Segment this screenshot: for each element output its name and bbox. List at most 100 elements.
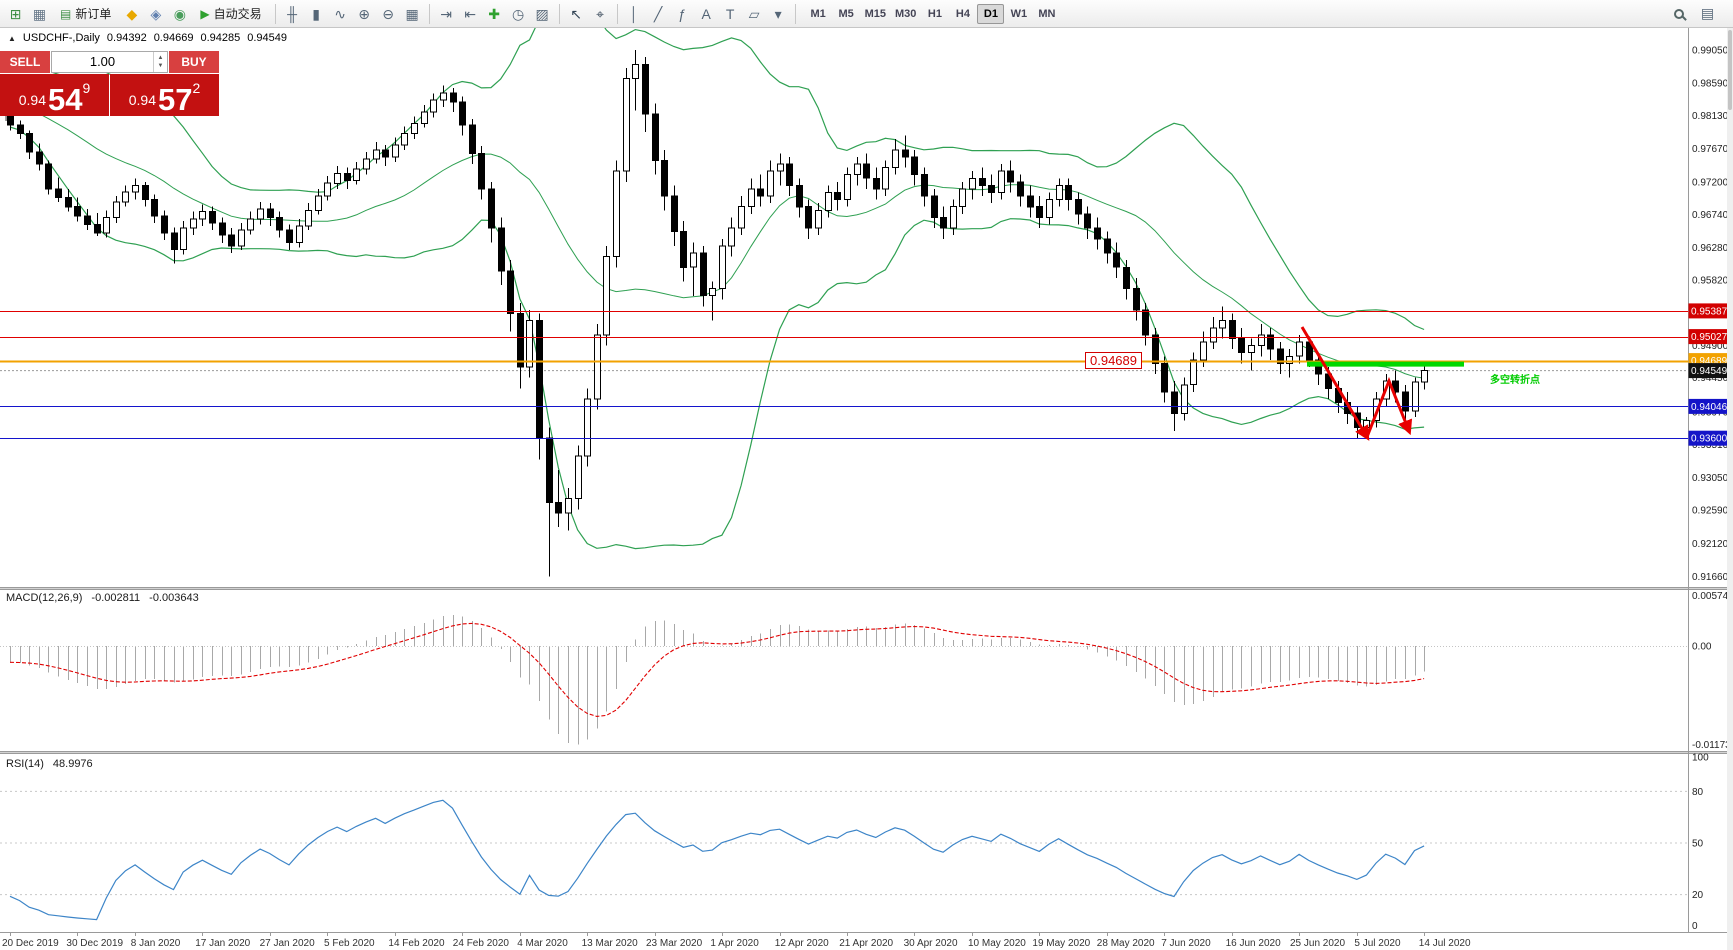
fibonacci-tool-icon[interactable]: ƒ [671,3,694,25]
zigzag-arrow-1[interactable] [1300,326,1370,441]
community-icon[interactable]: ◉ [168,3,191,25]
vertical-line-tool-icon[interactable]: │ [623,3,646,25]
price-badge-0.94046: 0.94046 [1688,398,1733,414]
zoom-out-icon[interactable]: ⊖ [377,3,400,25]
buy-button[interactable]: BUY [169,51,219,73]
buy-price-big: 57 [157,82,193,117]
metaeditor-icon[interactable]: ◆ [120,3,143,25]
buy-price[interactable]: 0.94 57 2 [110,74,219,116]
price-tick-label: 0.96740 [1692,210,1729,221]
rsi-name: RSI(14) [6,758,44,770]
price-badge-0.95387: 0.95387 [1688,303,1733,319]
line-chart-mode-icon[interactable]: ∿ [329,3,352,25]
price-tick-label: 0.97670 [1692,144,1729,155]
tile-windows-icon[interactable]: ▦ [401,3,424,25]
date-label: 27 Jan 2020 [260,938,315,949]
fibonacci-tool-icon: ƒ [678,5,686,22]
autotrading-label: 自动交易 [213,7,262,21]
price-tick-label: 0.94450 [1692,373,1729,384]
text-object-marker[interactable]: T [3,113,9,124]
timeframe-M1[interactable]: M1 [810,7,826,20]
time-axis[interactable]: 20 Dec 2019 30 Dec 2019 8 Jan 2020 17 Jan 2… [0,932,1733,950]
timeframe-W1[interactable]: W1 [1010,7,1028,20]
date-label: 25 Jun 2020 [1290,938,1345,949]
timeframe-M5[interactable]: M5 [838,7,854,20]
sell-price[interactable]: 0.94 54 9 [0,74,109,116]
timeframe-H4[interactable]: H4 [955,7,970,20]
timeframe-MN[interactable]: MN [1038,7,1056,20]
new-chart-icon[interactable]: ⊞ [4,3,27,25]
bar-chart-mode-icon[interactable]: ╫ [281,3,304,25]
crosshair-icon: ⌖ [596,5,605,22]
price-scale[interactable]: 0.99050 0.98590 0.98130 0.97670 0.97200 0.967… [1688,46,1733,583]
right-scrollbar-track[interactable] [1727,28,1733,950]
chart-symbol-header: ▲ USDCHF-,Daily 0.94392 0.94669 0.94285 … [8,32,287,44]
horizontal-line-objects[interactable] [0,311,1688,439]
hline-price-label[interactable]: 0.94689 [1085,352,1142,369]
crosshair-icon[interactable]: ⌖ [589,3,612,25]
auto-scroll-icon[interactable]: ⇥ [435,3,458,25]
annotation-text[interactable]: 多空转折点 [1490,373,1540,386]
rsi-scale-label: 20 [1692,890,1704,901]
buy-price-base: 0.94 [128,92,156,108]
data-window-icon[interactable]: ▤ [1700,5,1715,21]
timeframe-M15[interactable]: M15 [864,7,887,20]
add-indicator-icon[interactable]: ✚ [483,3,506,25]
date-label: 17 Jan 2020 [195,938,250,949]
shapes-tool-icon[interactable]: ▱ [743,3,766,25]
price-tick-label: 0.94900 [1692,341,1729,352]
rsi-scale-label: 100 [1692,753,1709,764]
market-icon: ◈ [150,5,162,22]
market-icon[interactable]: ◈ [144,3,167,25]
panel-splitter-2[interactable] [0,751,1733,754]
trendline-tool-icon[interactable]: ╱ [647,3,670,25]
new-order-label: 新订单 [75,7,112,21]
zigzag-arrow-2[interactable] [1365,376,1413,438]
chart-shift-icon[interactable]: ⇤ [459,3,482,25]
panel-splitter-1[interactable] [0,587,1733,590]
search-icon [1673,8,1684,19]
price-tick-label: 0.96280 [1692,243,1729,254]
label-tool-icon: T [725,5,735,22]
candlestick-mode-icon[interactable]: ▮ [305,3,328,25]
profiles-icon[interactable]: ▦ [28,3,51,25]
date-label: 10 May 2020 [968,938,1026,949]
autotrading-button[interactable]: ▶ 自动交易 [192,3,269,25]
date-label: 5 Jul 2020 [1354,938,1401,949]
svg-text:0.95387: 0.95387 [1691,306,1728,317]
toolbar-separator [794,3,796,24]
date-label: 12 Apr 2020 [775,938,829,949]
timeframe-M30[interactable]: M30 [895,7,917,20]
label-tool-icon[interactable]: T [719,3,742,25]
svg-text:0.95027: 0.95027 [1691,332,1728,343]
volume-input[interactable]: 1.00 ▲ ▼ [51,51,168,73]
sell-button[interactable]: SELL [0,51,50,73]
timeframe-D1[interactable]: D1 [977,3,1005,24]
date-label: 1 Apr 2020 [710,938,759,949]
date-label: 14 Jul 2020 [1419,938,1471,949]
volume-spinner[interactable]: ▲ ▼ [153,52,167,72]
date-label: 16 Jun 2020 [1226,938,1281,949]
cursor-icon[interactable]: ↖ [565,3,588,25]
search-icon[interactable] [1667,3,1690,25]
volume-value[interactable]: 1.00 [89,54,116,69]
time-periods-icon[interactable]: ◷ [507,3,530,25]
date-label: 5 Feb 2020 [324,938,375,949]
new-order-button[interactable]: ▤ 新订单 [52,3,119,25]
candlestick-series [7,50,1428,577]
timeframe-H1[interactable]: H1 [927,7,942,20]
rsi-scale-label: 0 [1692,921,1698,932]
volume-up-icon[interactable]: ▲ [157,55,164,61]
zoom-in-icon[interactable]: ⊕ [353,3,376,25]
date-label: 23 Mar 2020 [646,938,703,949]
toolbar-right-group: ▤ [1667,3,1729,25]
volume-down-icon[interactable]: ▼ [157,63,164,69]
ohlc-close: 0.94549 [247,32,287,44]
right-scrollbar-thumb[interactable] [1728,30,1732,110]
community-icon: ◉ [173,5,186,22]
chart-settings-icon[interactable]: ▨ [531,3,554,25]
arrows-dropdown-icon[interactable]: ▾ [767,3,790,25]
text-tool-icon[interactable]: A [695,3,718,25]
vertical-line-tool-icon: │ [629,5,639,22]
